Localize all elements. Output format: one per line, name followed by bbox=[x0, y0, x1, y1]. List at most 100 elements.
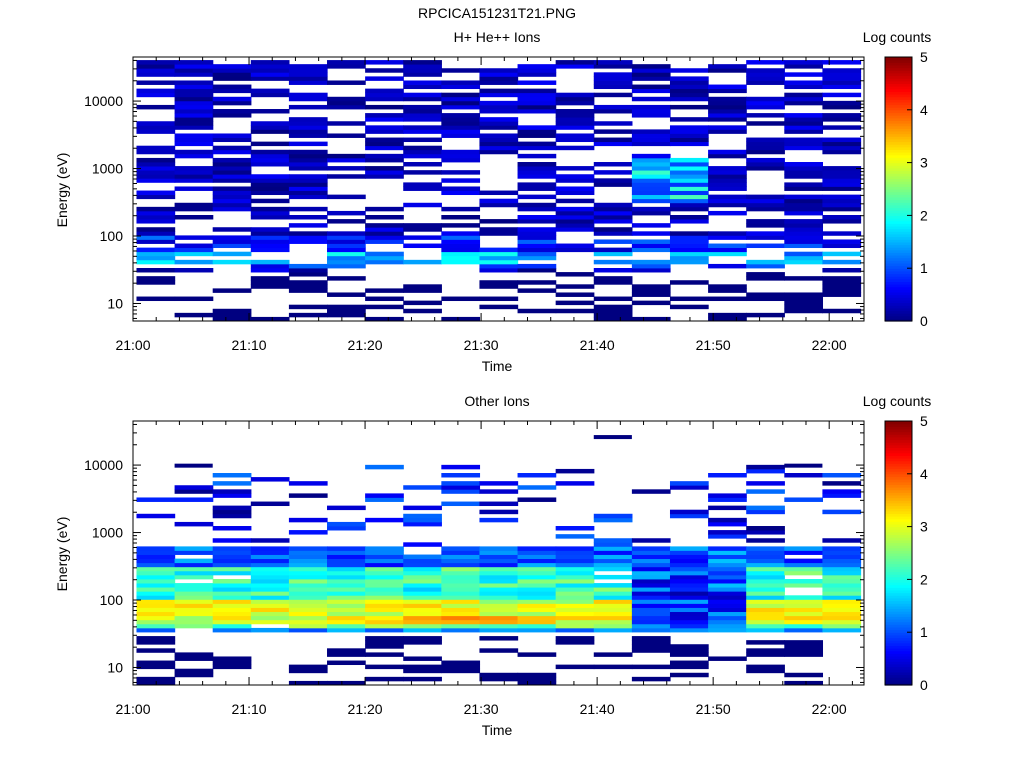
heatmap-cell bbox=[288, 603, 328, 608]
heatmap-cell bbox=[288, 304, 328, 310]
heatmap-cell bbox=[669, 587, 709, 592]
heatmap-cell bbox=[746, 276, 785, 281]
heatmap-cell bbox=[555, 599, 595, 604]
heatmap-cell bbox=[555, 125, 595, 130]
colorbar-segment bbox=[885, 457, 912, 462]
heatmap-cell bbox=[669, 80, 709, 85]
colorbar-segment bbox=[885, 502, 912, 507]
heatmap-cell bbox=[517, 619, 557, 625]
heatmap-cell bbox=[631, 288, 671, 293]
colorbar-segment bbox=[885, 210, 912, 214]
heatmap-cell bbox=[403, 60, 442, 65]
heatmap-cell bbox=[250, 579, 290, 584]
heatmap-cell bbox=[593, 259, 633, 265]
heatmap-cell bbox=[669, 644, 709, 649]
heatmap-cell bbox=[593, 603, 633, 608]
heatmap-cell bbox=[250, 603, 290, 608]
heatmap-cell bbox=[631, 579, 671, 584]
heatmap-cell bbox=[136, 615, 176, 621]
heatmap-cell bbox=[136, 194, 176, 200]
heatmap-cell bbox=[250, 149, 290, 155]
heatmap-cell bbox=[365, 583, 404, 588]
heatmap-cell bbox=[365, 239, 404, 244]
heatmap-cell bbox=[593, 280, 633, 285]
heatmap-cell bbox=[784, 137, 824, 143]
colorbar-segment bbox=[885, 149, 912, 153]
colorbar-segment bbox=[885, 289, 912, 293]
colorbar-segment bbox=[885, 571, 912, 575]
heatmap-cell bbox=[136, 591, 176, 596]
heatmap-cell bbox=[403, 676, 442, 682]
heatmap-cell bbox=[746, 481, 785, 486]
heatmap-cell bbox=[746, 263, 785, 269]
heatmap-cell bbox=[517, 583, 557, 588]
heatmap-cell bbox=[708, 178, 747, 183]
heatmap-cell bbox=[288, 186, 328, 191]
heatmap-cell bbox=[555, 570, 595, 576]
colorbar-segment bbox=[885, 666, 912, 670]
heatmap-cell bbox=[136, 255, 176, 261]
heatmap-cell bbox=[174, 591, 214, 596]
colorbar-segment bbox=[885, 521, 912, 525]
heatmap-cell bbox=[822, 546, 862, 551]
heatmap-cell bbox=[593, 308, 633, 314]
heatmap-cell bbox=[212, 473, 252, 478]
heatmap-cell bbox=[746, 611, 785, 617]
colorbar-segment bbox=[885, 444, 912, 448]
heatmap-cell bbox=[784, 627, 824, 633]
heatmap-cell bbox=[479, 672, 519, 678]
heatmap-cell bbox=[288, 231, 328, 236]
heatmap-cell bbox=[784, 304, 824, 310]
colorbar-segment bbox=[885, 104, 912, 108]
heatmap-cell bbox=[212, 96, 252, 102]
heatmap-cell bbox=[669, 513, 709, 519]
colorbar-segment bbox=[885, 426, 912, 430]
colorbar-segment bbox=[885, 228, 912, 232]
colorbar-segment bbox=[885, 434, 912, 438]
heatmap-cell bbox=[822, 194, 862, 200]
heatmap-cell bbox=[250, 64, 290, 69]
colorbar-segment bbox=[885, 297, 912, 301]
heatmap-cell bbox=[136, 268, 176, 273]
heatmap-cell bbox=[708, 113, 747, 118]
colorbar-segment bbox=[885, 170, 912, 174]
heatmap-cell bbox=[631, 182, 671, 187]
heatmap-cell bbox=[403, 607, 442, 613]
heatmap-cell bbox=[593, 611, 633, 617]
heatmap-cell bbox=[746, 157, 785, 163]
heatmap-cell bbox=[593, 607, 633, 613]
heatmap-cell bbox=[288, 121, 328, 126]
heatmap-cell bbox=[136, 607, 176, 613]
heatmap-cell bbox=[288, 570, 328, 576]
colorbar-segment bbox=[885, 257, 912, 261]
heatmap-cell bbox=[250, 247, 290, 253]
heatmap-cell bbox=[327, 562, 366, 568]
colorbar-segment bbox=[885, 479, 912, 483]
heatmap-cell bbox=[288, 215, 328, 220]
heatmap-cell bbox=[669, 599, 709, 604]
colorbar-segment bbox=[885, 88, 912, 92]
heatmap-cell bbox=[365, 251, 404, 257]
heatmap-cell bbox=[631, 566, 671, 572]
heatmap-cell bbox=[746, 554, 785, 560]
colorbar-segment bbox=[885, 632, 912, 636]
heatmap-cell bbox=[822, 562, 862, 568]
heatmap-cell bbox=[174, 603, 214, 608]
heatmap-cell bbox=[555, 591, 595, 596]
heatmap-cell bbox=[327, 166, 366, 171]
heatmap-cell bbox=[631, 611, 671, 617]
heatmap-cell bbox=[746, 202, 785, 208]
heatmap-cell bbox=[174, 623, 214, 629]
heatmap-cell bbox=[517, 251, 557, 257]
heatmap-cell bbox=[174, 60, 214, 65]
heatmap-cell bbox=[784, 623, 824, 629]
heatmap-cell bbox=[593, 227, 633, 232]
heatmap-cell bbox=[555, 292, 595, 297]
heatmap-cell bbox=[365, 68, 404, 73]
colorbar-segment bbox=[885, 423, 912, 427]
heatmap-cell bbox=[555, 534, 595, 539]
heatmap-cell bbox=[555, 611, 595, 617]
heatmap-cell bbox=[212, 493, 252, 498]
colorbar-segment bbox=[885, 62, 912, 66]
heatmap-cell bbox=[784, 182, 824, 187]
